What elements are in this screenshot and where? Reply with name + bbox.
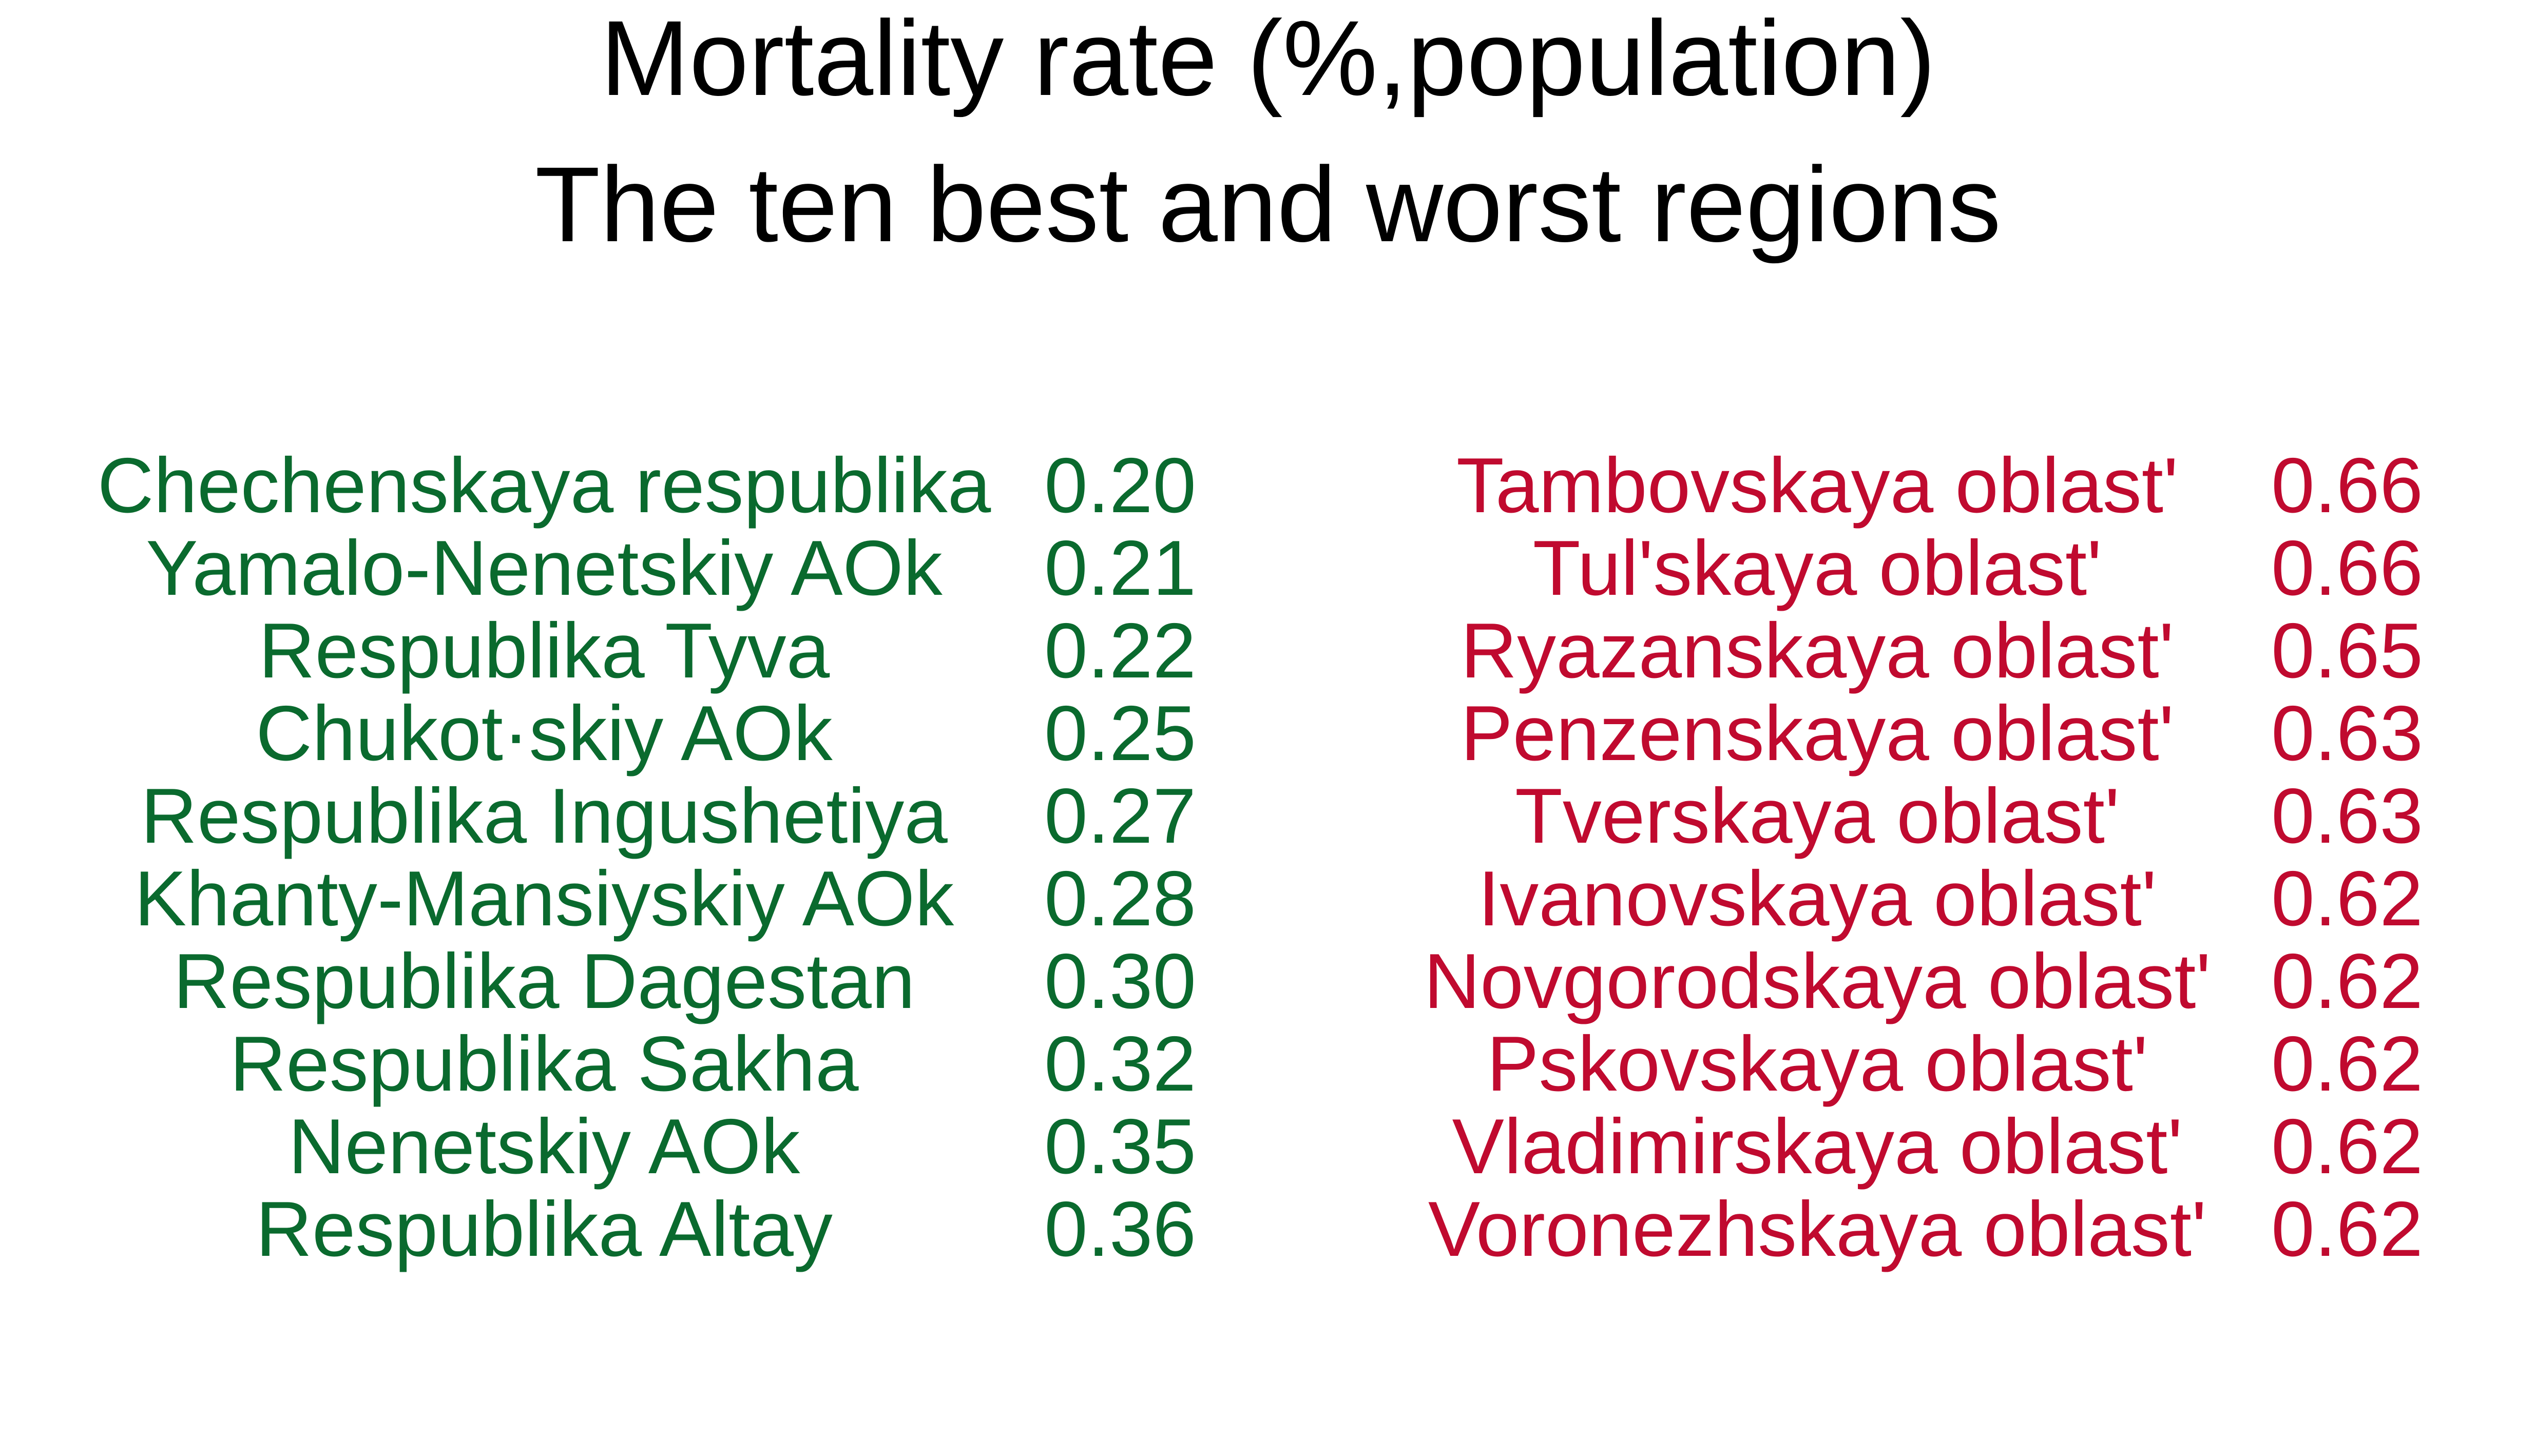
- worst-region-row: Vladimirskaya oblastʹ 0.62: [0, 1108, 2536, 1190]
- worst-region-row: Ryazanskaya oblastʹ 0.65: [0, 612, 2536, 694]
- worst-region-row: Novgorodskaya oblastʹ 0.62: [0, 942, 2536, 1024]
- best-region-row: Nenetskiy AOk 0.35: [0, 1108, 2536, 1190]
- best-region-row: Khanty-Mansiyskiy AOk 0.28: [0, 860, 2536, 942]
- worst-region-row: Tulʹskaya oblastʹ 0.66: [0, 529, 2536, 611]
- best-region-value: 0.27: [1044, 772, 1196, 860]
- worst-region-row: Voronezhskaya oblastʹ 0.62: [0, 1190, 2536, 1272]
- best-region-row: Respublika Dagestan 0.30: [0, 942, 2536, 1024]
- worst-region-name: Tulʹskaya oblastʹ: [1532, 525, 2102, 612]
- worst-region-value: 0.63: [2271, 772, 2423, 860]
- best-region-name: Chukot·skiy AOk: [256, 690, 833, 777]
- worst-region-name: Tverskaya oblastʹ: [1515, 772, 2120, 860]
- worst-region-value: 0.62: [2271, 1020, 2423, 1108]
- worst-region-value: 0.65: [2271, 607, 2423, 694]
- worst-region-name: Novgorodskaya oblastʹ: [1424, 938, 2211, 1025]
- best-region-name: Nenetskiy AOk: [288, 1103, 800, 1190]
- best-region-row: Respublika Altay 0.36: [0, 1190, 2536, 1272]
- worst-region-name: Vladimirskaya oblastʹ: [1452, 1103, 2183, 1190]
- worst-region-value: 0.62: [2271, 938, 2423, 1025]
- worst-region-value: 0.63: [2271, 690, 2423, 777]
- best-region-value: 0.25: [1044, 690, 1196, 777]
- best-region-row: Respublika Sakha 0.32: [0, 1025, 2536, 1107]
- worst-region-row: Pskovskaya oblastʹ 0.62: [0, 1025, 2536, 1107]
- best-region-value: 0.30: [1044, 938, 1196, 1025]
- worst-region-value: 0.66: [2271, 525, 2423, 612]
- best-region-row: Respublika Tyva 0.22: [0, 612, 2536, 694]
- best-region-row: Chechenskaya respublika 0.20: [0, 446, 2536, 529]
- worst-region-value: 0.62: [2271, 1186, 2423, 1273]
- worst-region-row: Tambovskaya oblastʹ 0.66: [0, 446, 2536, 529]
- best-region-name: Respublika Tyva: [258, 607, 830, 694]
- best-region-row: Respublika Ingushetiya 0.27: [0, 777, 2536, 859]
- best-region-value: 0.22: [1044, 607, 1196, 694]
- best-region-value: 0.32: [1044, 1020, 1196, 1108]
- best-region-value: 0.28: [1044, 855, 1196, 942]
- chart-title: Mortality rate (%,population): [600, 0, 1936, 118]
- worst-region-value: 0.62: [2271, 855, 2423, 942]
- worst-region-name: Voronezhskaya oblastʹ: [1428, 1186, 2207, 1273]
- best-region-name: Respublika Dagestan: [173, 938, 915, 1025]
- worst-region-name: Pskovskaya oblastʹ: [1487, 1020, 2148, 1108]
- best-region-name: Yamalo-Nenetskiy AOk: [146, 525, 943, 612]
- best-region-value: 0.35: [1044, 1103, 1196, 1190]
- best-region-name: Khanty-Mansiyskiy AOk: [134, 855, 954, 942]
- worst-region-row: Ivanovskaya oblastʹ 0.62: [0, 860, 2536, 942]
- worst-region-row: Penzenskaya oblastʹ 0.63: [0, 694, 2536, 776]
- best-region-name: Chechenskaya respublika: [97, 442, 991, 529]
- best-region-row: Chukot·skiy AOk 0.25: [0, 694, 2536, 776]
- best-region-name: Respublika Sakha: [229, 1020, 859, 1108]
- worst-region-row: Tverskaya oblastʹ 0.63: [0, 777, 2536, 859]
- best-region-name: Respublika Ingushetiya: [141, 772, 948, 860]
- worst-region-name: Ryazanskaya oblastʹ: [1461, 607, 2174, 694]
- best-region-value: 0.36: [1044, 1186, 1196, 1273]
- worst-region-name: Tambovskaya oblastʹ: [1456, 442, 2179, 529]
- worst-region-name: Penzenskaya oblastʹ: [1461, 690, 2174, 777]
- worst-region-name: Ivanovskaya oblastʹ: [1478, 855, 2157, 942]
- chart-subtitle: The ten best and worst regions: [535, 145, 2001, 264]
- best-region-value: 0.20: [1044, 442, 1196, 529]
- best-region-value: 0.21: [1044, 525, 1196, 612]
- worst-region-value: 0.66: [2271, 442, 2423, 529]
- worst-region-value: 0.62: [2271, 1103, 2423, 1190]
- best-region-name: Respublika Altay: [256, 1186, 833, 1273]
- best-region-row: Yamalo-Nenetskiy AOk 0.21: [0, 529, 2536, 611]
